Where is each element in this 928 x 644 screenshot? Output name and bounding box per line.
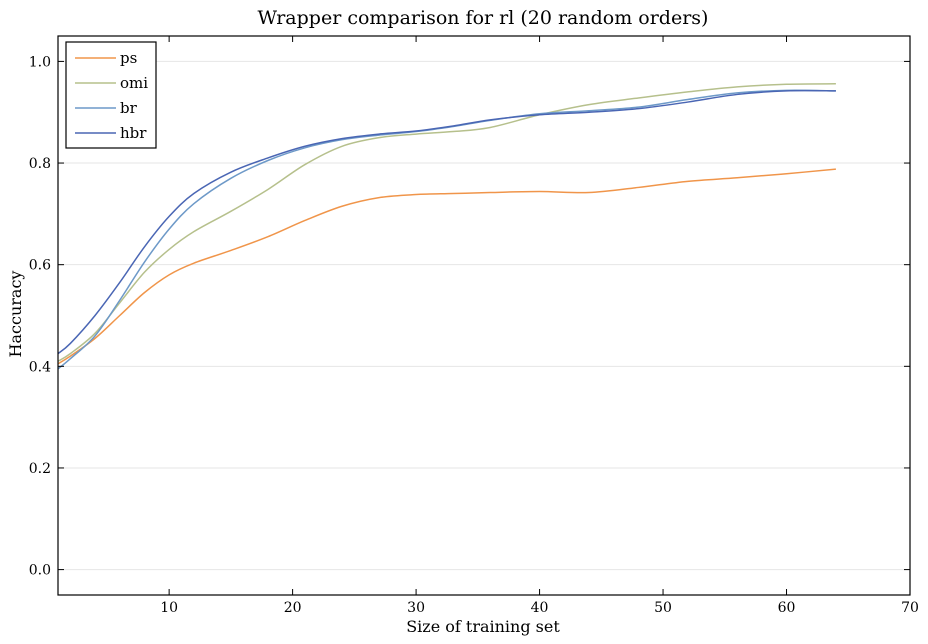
y-axis-label: Haccuracy (6, 271, 25, 358)
plot-frame (57, 35, 911, 596)
series-line-ps (57, 168, 836, 365)
legend-label-ps: ps (120, 49, 137, 67)
series-line-hbr (57, 89, 836, 355)
x-tick-label: 20 (284, 600, 302, 616)
legend-label-omi: omi (120, 74, 148, 92)
legend-label-br: br (120, 99, 138, 117)
series-layer (57, 83, 836, 370)
chart-title: Wrapper comparison for rl (20 random ord… (258, 7, 709, 29)
y-tick-label: 1.0 (29, 54, 51, 70)
series-line-omi (57, 83, 836, 362)
y-tick-label: 0.8 (29, 156, 51, 172)
y-tick-label: 0.2 (29, 461, 51, 477)
legend: ps omi br hbr (65, 41, 157, 149)
series-line-br (57, 89, 836, 370)
y-tick-label: 0.0 (29, 563, 51, 579)
grid-layer (58, 60, 910, 571)
legend-box (65, 41, 157, 149)
y-tick-label: 0.4 (29, 359, 51, 375)
x-tick-label: 10 (160, 600, 178, 616)
x-tick-label: 50 (654, 600, 672, 616)
x-tick-label: 60 (778, 600, 796, 616)
legend-label-hbr: hbr (120, 124, 147, 142)
y-tick-label: 0.6 (29, 258, 51, 274)
x-tick-label: 30 (407, 600, 425, 616)
x-tick-label: 70 (901, 600, 919, 616)
tick-layer: 0.0 0.2 0.4 0.6 0.8 1.0 10 20 30 40 50 60 70 (29, 36, 919, 616)
x-tick-label: 40 (531, 600, 549, 616)
x-axis-label: Size of training set (406, 617, 560, 636)
